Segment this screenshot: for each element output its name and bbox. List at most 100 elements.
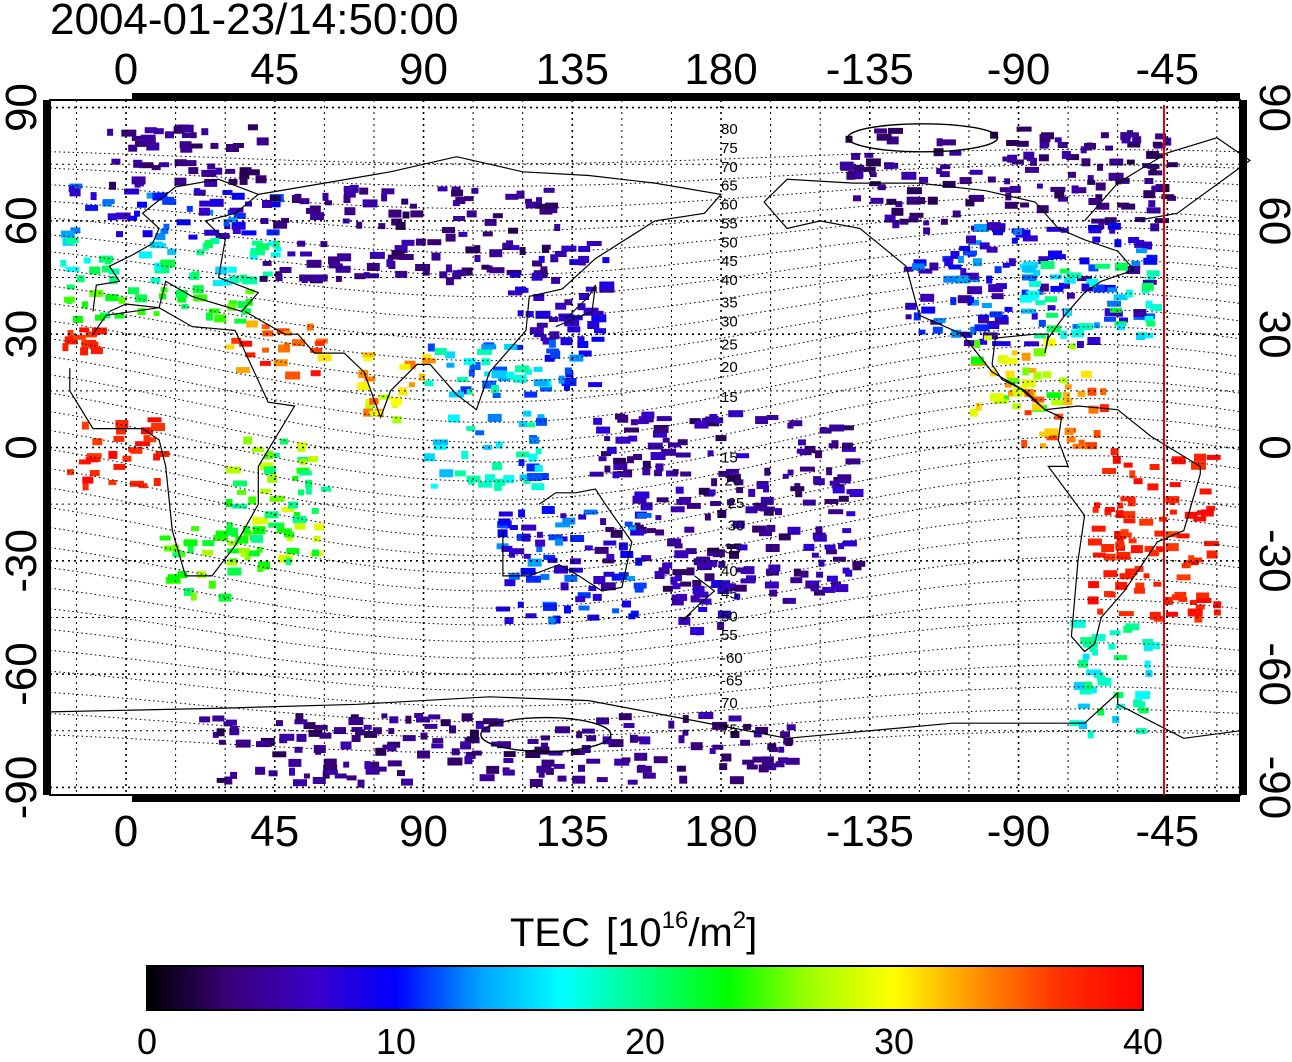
tec-cell <box>667 538 682 547</box>
tec-cell <box>1066 272 1082 279</box>
contour-line <box>49 164 1241 187</box>
tec-cell <box>849 489 864 497</box>
tec-cell <box>279 733 295 741</box>
tec-cell <box>1050 285 1064 292</box>
tec-cell <box>752 756 766 763</box>
tec-cell <box>1093 430 1101 438</box>
tec-cell <box>272 751 287 758</box>
contour-labels: 8075706560555045403530252015152025303540… <box>721 121 744 739</box>
tec-cell <box>239 176 248 185</box>
tec-cell <box>540 334 547 341</box>
tec-cell <box>322 771 330 779</box>
tec-cell <box>666 470 678 477</box>
tec-cell <box>1142 639 1154 645</box>
tec-cell <box>133 159 143 168</box>
tec-cell <box>129 480 144 487</box>
tec-cell <box>588 382 603 388</box>
tec-cell <box>1064 384 1072 390</box>
tec-cell <box>272 240 280 248</box>
tec-cell <box>906 196 921 205</box>
tec-cell <box>1084 681 1093 687</box>
tec-cell <box>423 453 435 462</box>
tec-cell <box>308 729 323 737</box>
tec-cell <box>1050 186 1066 192</box>
tec-cell <box>551 276 561 284</box>
tec-cell <box>365 766 380 775</box>
tec-cell <box>134 140 149 147</box>
tec-cell <box>234 318 247 324</box>
tec-cell <box>1002 262 1010 268</box>
tec-cell <box>815 526 823 535</box>
tec-cell <box>439 469 454 478</box>
tec-cell <box>225 719 237 726</box>
tec-cell <box>639 736 651 745</box>
contour-line <box>49 210 1241 254</box>
tec-cell <box>395 221 406 230</box>
tec-cell <box>231 221 246 230</box>
tec-cell <box>884 214 896 223</box>
tec-cell <box>398 254 414 260</box>
tec-cell <box>686 567 695 576</box>
tec-cell <box>92 327 107 335</box>
x-tick-top: 90 <box>399 45 448 94</box>
tec-cell <box>241 230 257 236</box>
tec-cell <box>256 137 269 146</box>
tec-cell <box>1149 611 1161 620</box>
colorbar-label-end: ] <box>746 911 757 955</box>
tec-cell <box>1087 538 1102 546</box>
tec-cell <box>1040 443 1046 449</box>
coastline <box>49 691 1241 739</box>
tec-cell <box>1139 518 1154 526</box>
tec-cell <box>314 523 325 531</box>
tec-cell <box>671 600 684 606</box>
lat-lon-grid <box>50 100 1240 795</box>
tec-cell <box>547 557 558 563</box>
tec-cell <box>469 362 481 370</box>
tec-cell <box>1012 386 1026 393</box>
tec-cell <box>297 446 306 452</box>
tec-cell <box>1038 154 1049 162</box>
contour-label: 45 <box>721 253 738 270</box>
tec-cell <box>335 275 342 282</box>
tec-cell <box>460 386 472 395</box>
tec-cell <box>299 274 315 282</box>
tec-cell <box>364 761 371 770</box>
tec-cell <box>1088 581 1100 589</box>
bottom-edge-bar <box>132 795 1240 802</box>
tec-cell <box>465 246 479 254</box>
tec-cell <box>536 322 548 328</box>
tec-cell <box>252 526 266 535</box>
y-tick-right: 60 <box>1250 196 1292 245</box>
tec-cell <box>555 538 563 546</box>
tec-cell <box>1042 371 1052 379</box>
tec-cell <box>552 615 561 624</box>
tec-cell <box>285 558 292 566</box>
tec-cell <box>226 560 238 566</box>
tec-cell <box>1048 252 1054 260</box>
tec-cell <box>298 470 312 476</box>
tec-cell <box>509 550 516 558</box>
tec-cell <box>1176 574 1191 581</box>
tec-cell <box>674 574 682 582</box>
tec-cell <box>451 748 460 756</box>
tec-cell <box>1117 202 1130 208</box>
tec-cell <box>577 592 591 599</box>
tec-cell <box>1142 241 1153 250</box>
tec-cell <box>225 168 236 174</box>
tec-cell <box>748 488 756 497</box>
tec-cell <box>1024 410 1032 416</box>
tec-cell <box>503 751 516 758</box>
tec-cell <box>245 289 255 295</box>
tec-cell <box>927 196 938 205</box>
tec-cell <box>228 217 238 223</box>
tec-cell <box>942 180 956 188</box>
tec-cell <box>486 765 500 774</box>
tec-cell <box>159 535 171 541</box>
tec-cell <box>745 506 758 514</box>
tec-cell <box>633 582 647 589</box>
tec-cell <box>909 212 924 218</box>
tec-cell <box>1148 200 1156 208</box>
tec-cell <box>966 235 976 244</box>
tec-cell <box>67 330 74 338</box>
tec-cell <box>489 249 503 258</box>
